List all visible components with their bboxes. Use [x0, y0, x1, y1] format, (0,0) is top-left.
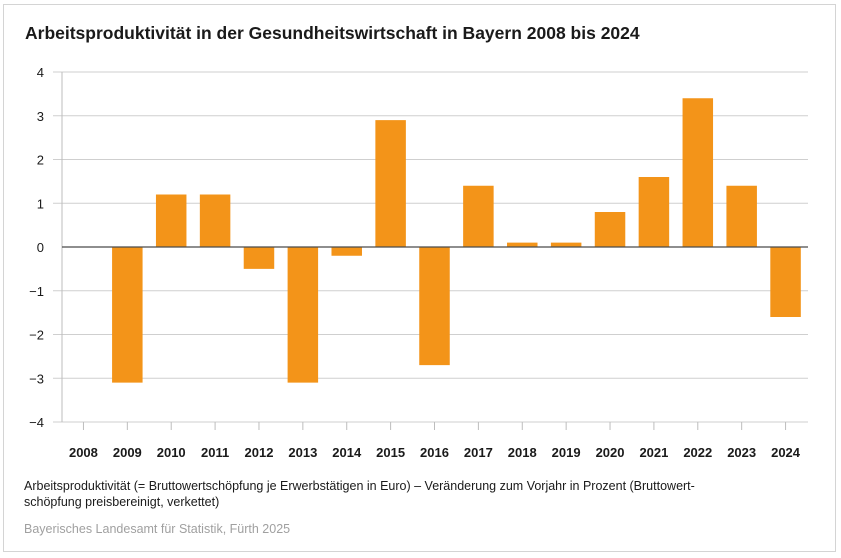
bar-2018	[507, 242, 538, 247]
x-tick-label: 2008	[69, 445, 98, 460]
y-tick-label: 4	[37, 65, 44, 80]
bar-2014	[331, 247, 362, 256]
bar-2019	[550, 242, 582, 247]
y-tick-label: −2	[29, 328, 44, 343]
x-tick-label: 2024	[771, 445, 801, 460]
x-tick-labels: 2008 2009 2010 2011 2012 2013 2014 2015 2016 2017…	[69, 445, 801, 460]
chart-title: Arbeitsproduktivität in der Gesundheitsw…	[25, 23, 640, 43]
y-tick-label: −3	[29, 371, 44, 386]
x-tick-label: 2022	[683, 445, 712, 460]
bar-2013	[287, 247, 319, 383]
x-tick-label: 2023	[727, 445, 756, 460]
x-tick-label: 2014	[332, 445, 362, 460]
bar-2020	[594, 212, 626, 247]
axes	[61, 72, 808, 430]
x-tick-label: 2010	[157, 445, 186, 460]
bar-2023	[726, 185, 757, 247]
chart-note: Arbeitsproduktivität (= Bruttowertschöpf…	[24, 478, 814, 510]
y-tick-label: 3	[37, 109, 44, 124]
bar-2009	[112, 247, 143, 383]
bar-2016	[419, 247, 450, 366]
y-tick-label: 0	[37, 240, 44, 255]
bar-2012	[243, 247, 275, 269]
y-tick-label: −4	[29, 415, 44, 430]
x-tick-label: 2021	[639, 445, 668, 460]
bar-2017	[463, 185, 494, 247]
bar-2024	[770, 247, 801, 317]
x-tick-label: 2017	[464, 445, 493, 460]
x-tick-label: 2011	[201, 445, 229, 460]
chart-note-line-1: Arbeitsproduktivität (= Bruttowertschöpf…	[24, 479, 695, 493]
y-tick-label: 1	[37, 196, 44, 211]
x-tick-label: 2016	[420, 445, 449, 460]
bar-2022	[682, 98, 714, 247]
y-tick-label: 2	[37, 153, 44, 168]
bar-2021	[638, 177, 670, 247]
gridlines	[53, 71, 808, 423]
x-tick-label: 2019	[552, 445, 581, 460]
chart-note-line-2: schöpfung preisbereinigt, verkettet)	[24, 495, 220, 509]
bars	[112, 98, 801, 383]
x-tick-label: 2012	[245, 445, 274, 460]
x-tick-label: 2018	[508, 445, 537, 460]
y-tick-label: −1	[29, 284, 44, 299]
x-tick-label: 2015	[376, 445, 405, 460]
x-tick-label: 2020	[596, 445, 625, 460]
x-tick-label: 2013	[288, 445, 317, 460]
bar-2015	[375, 120, 406, 247]
bar-2011	[199, 194, 231, 247]
bar-2010	[155, 194, 187, 247]
x-tick-label: 2009	[113, 445, 142, 460]
chart-source: Bayerisches Landesamt für Statistik, Für…	[24, 522, 291, 536]
y-tick-labels: 4 3 2 1 0 −1 −2 −3 −4	[29, 65, 44, 430]
